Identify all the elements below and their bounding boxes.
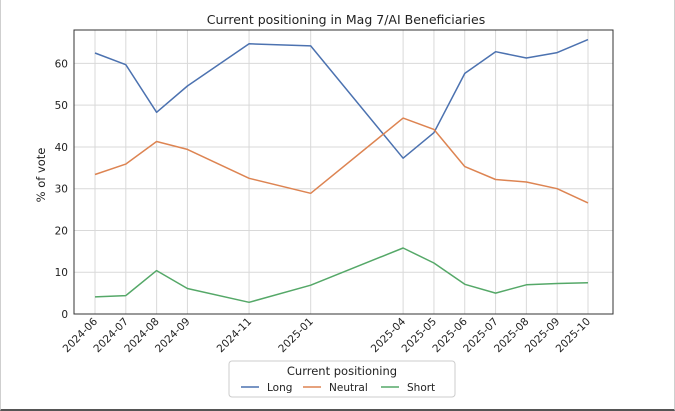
series-line-long [94, 38, 589, 159]
y-axis-ticks: 0 10 20 30 40 50 60 [55, 58, 68, 321]
x-tick-label: 2024-11 [215, 316, 255, 356]
legend-item-neutral: Neutral [303, 382, 368, 394]
y-tick-label: 0 [61, 309, 68, 321]
y-tick-label: 40 [55, 142, 68, 154]
series-lines [94, 38, 589, 304]
chart-title: Current positioning in Mag 7/AI Benefici… [207, 12, 485, 27]
y-tick-label: 30 [55, 184, 68, 196]
legend-item-short: Short [381, 382, 435, 394]
legend-label: Neutral [329, 382, 368, 394]
legend-label: Short [407, 382, 435, 394]
series-line-neutral [94, 117, 589, 204]
legend-item-long: Long [241, 382, 292, 394]
y-tick-label: 50 [55, 100, 68, 112]
y-tick-label: 20 [55, 225, 68, 237]
legend-box [228, 360, 456, 398]
y-axis-label: % of vote [34, 148, 48, 203]
legend-title: Current positioning [287, 364, 397, 378]
y-tick-label: 60 [55, 58, 68, 70]
series-line-short [94, 247, 589, 304]
legend: Current positioning Long Neutral Short [228, 360, 456, 398]
legend-items: Long Neutral Short [241, 382, 435, 394]
y-tick-label: 10 [55, 267, 68, 279]
legend-label: Long [267, 382, 292, 394]
x-tick-label: 2025-01 [276, 316, 316, 356]
plot-area-border [73, 29, 614, 315]
